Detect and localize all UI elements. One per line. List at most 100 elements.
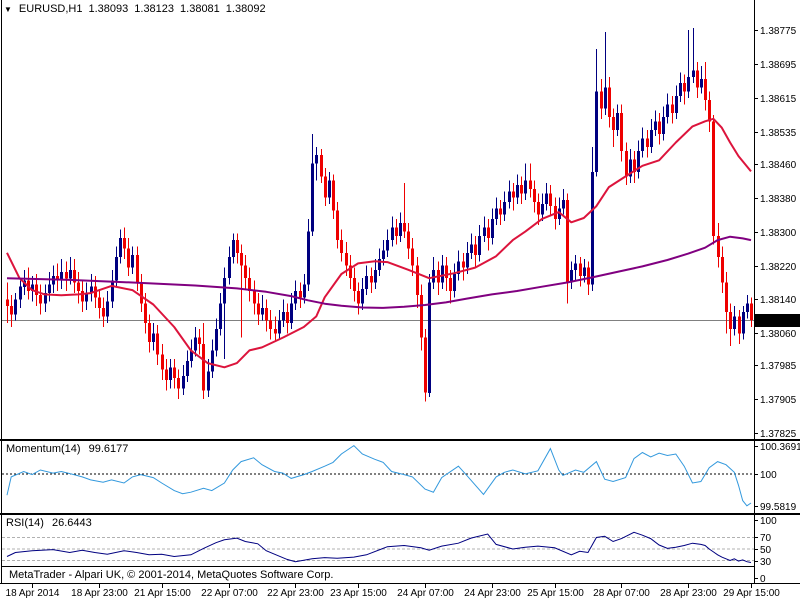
- candle-bull: [679, 83, 682, 96]
- candle-bear: [345, 252, 348, 266]
- candle-bear: [403, 223, 406, 232]
- candle-bull: [186, 361, 189, 376]
- panel-separator: [0, 439, 800, 441]
- candle-bull: [374, 269, 377, 283]
- momentum-indicator-title: Momentum(14) 99.6177: [6, 443, 133, 455]
- candle-bull: [700, 78, 703, 88]
- candle-bull: [545, 193, 548, 204]
- quote-open: 1.38093: [88, 3, 129, 15]
- momentum-value: 99.6177: [88, 443, 129, 455]
- candle-bull: [290, 303, 293, 323]
- candle-bear: [533, 189, 536, 202]
- candle-bear: [750, 303, 753, 320]
- candle-bull: [60, 271, 63, 281]
- rsi-value: 26.6443: [51, 517, 92, 529]
- candle-bear: [123, 238, 126, 249]
- candle-bull: [432, 269, 435, 283]
- candle-bear: [257, 303, 260, 315]
- candle-bear: [336, 210, 339, 241]
- candle-bull: [215, 329, 218, 351]
- candle-bear: [424, 337, 427, 393]
- price-tick-label: 1.37985: [760, 361, 797, 372]
- candle-bear: [148, 322, 151, 342]
- candle-bull: [48, 284, 51, 294]
- candle-bear: [140, 282, 143, 304]
- candle-bull: [692, 70, 695, 77]
- time-tick-label: 23 Apr 15:00: [330, 588, 387, 599]
- candle-bear: [39, 295, 42, 304]
- candle-bear: [620, 112, 623, 151]
- copyright-bar: MetaTrader - Alpari UK, © 2001-2014, Met…: [1, 566, 755, 584]
- candle-bull: [69, 269, 72, 279]
- candle-bull: [675, 95, 678, 113]
- candle-bear: [324, 176, 327, 198]
- candle-bull: [14, 299, 17, 315]
- momentum-name: Momentum(14): [6, 443, 81, 455]
- candle-bear: [537, 201, 540, 215]
- candle-bear: [721, 257, 724, 283]
- candle-bear: [269, 320, 272, 330]
- candle-bull: [562, 199, 565, 209]
- rsi-tick-label: 30: [760, 557, 772, 568]
- candle-bull: [495, 208, 498, 219]
- candle-bear: [474, 244, 477, 255]
- candle-bear: [198, 337, 201, 344]
- candle-bear: [349, 265, 352, 279]
- candle-bull: [516, 184, 519, 198]
- candle-bear: [729, 312, 732, 330]
- candle-bull: [106, 301, 109, 317]
- candle-bull: [278, 320, 281, 334]
- price-tick-label: 1.38300: [760, 228, 797, 239]
- candle-bull: [378, 259, 381, 270]
- price-tick-label: 1.37905: [760, 395, 797, 406]
- candle-bear: [499, 208, 502, 215]
- time-tick-label: 21 Apr 15:00: [134, 588, 191, 599]
- ma-slow: [6, 235, 752, 309]
- candle-bull: [365, 276, 368, 289]
- rsi-tick-label: 70: [760, 533, 772, 544]
- price-tick-label: 1.38460: [760, 160, 797, 171]
- candle-bear: [240, 252, 243, 266]
- candle-bear: [566, 199, 569, 283]
- time-tick-label: 18 Apr 23:00: [71, 588, 128, 599]
- candle-bear: [411, 248, 414, 266]
- momentum-tick-label: 100.3691: [760, 442, 800, 453]
- candle-bull: [219, 303, 222, 330]
- candle-bear: [704, 78, 707, 101]
- current-price-tag: [754, 314, 800, 327]
- chart-title[interactable]: ▼ EURUSD,H1 1.38093 1.38123 1.38081 1.38…: [4, 3, 266, 15]
- candle-bear: [136, 254, 139, 283]
- candle-bear: [683, 83, 686, 92]
- candle-bull: [524, 180, 527, 194]
- candle-bull: [131, 254, 134, 268]
- candle-bear: [445, 265, 448, 279]
- candle-bull: [85, 293, 88, 302]
- candle-bull: [115, 257, 118, 281]
- candle-bull: [637, 151, 640, 173]
- candle-bull: [508, 191, 511, 202]
- candle-bear: [512, 191, 515, 198]
- candle-bear: [712, 121, 715, 236]
- candle-bear: [738, 316, 741, 334]
- candle-bear: [56, 276, 59, 281]
- candle-bull: [687, 76, 690, 92]
- candle-bull: [228, 257, 231, 279]
- candle-bear: [173, 367, 176, 378]
- candle-bear: [608, 87, 611, 118]
- candle-bear: [236, 240, 239, 253]
- candle-bear: [248, 278, 251, 291]
- candle-bear: [370, 276, 373, 283]
- price-tick-label: 1.38535: [760, 128, 797, 139]
- symbol-marker-icon[interactable]: ▼: [4, 4, 12, 14]
- candle-bear: [253, 291, 256, 304]
- candle-bear: [320, 155, 323, 177]
- price-tick-label: 1.38615: [760, 94, 797, 105]
- candle-bull: [328, 180, 331, 198]
- candle-bull: [591, 172, 594, 285]
- rsi-tick-label: 0: [760, 574, 766, 585]
- candle-bear: [244, 265, 247, 279]
- candle-bull: [453, 274, 456, 291]
- rsi-name: RSI(14): [6, 517, 44, 529]
